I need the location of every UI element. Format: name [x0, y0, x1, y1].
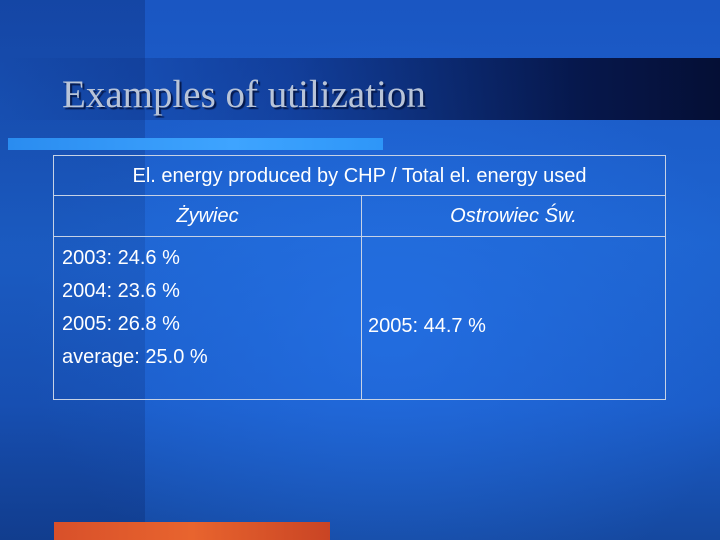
- zywiec-value-average: average: 25.0 %: [62, 346, 208, 368]
- zywiec-value-2003: 2003: 24.6 %: [62, 247, 180, 269]
- utilization-table: El. energy produced by CHP / Total el. e…: [53, 155, 666, 400]
- zywiec-value-2005: 2005: 26.8 %: [62, 313, 180, 335]
- title-underline-bar: [8, 138, 383, 150]
- bottom-accent-bar: [54, 522, 330, 540]
- table-header: El. energy produced by CHP / Total el. e…: [54, 156, 665, 196]
- zywiec-values-list: 2003: 24.6 % 2004: 23.6 % 2005: 26.8 % a…: [62, 242, 208, 374]
- column-header-ostrowiec: Ostrowiec Św.: [450, 205, 577, 227]
- column-header-zywiec: Żywiec: [176, 205, 239, 227]
- slide-title: Examples of utilization: [62, 73, 426, 116]
- column-divider: [361, 196, 362, 399]
- title-band: [0, 58, 720, 120]
- subheader-rule: [54, 236, 665, 237]
- ostrowiec-value-2005: 2005: 44.7 %: [368, 315, 486, 337]
- zywiec-value-2004: 2004: 23.6 %: [62, 280, 180, 302]
